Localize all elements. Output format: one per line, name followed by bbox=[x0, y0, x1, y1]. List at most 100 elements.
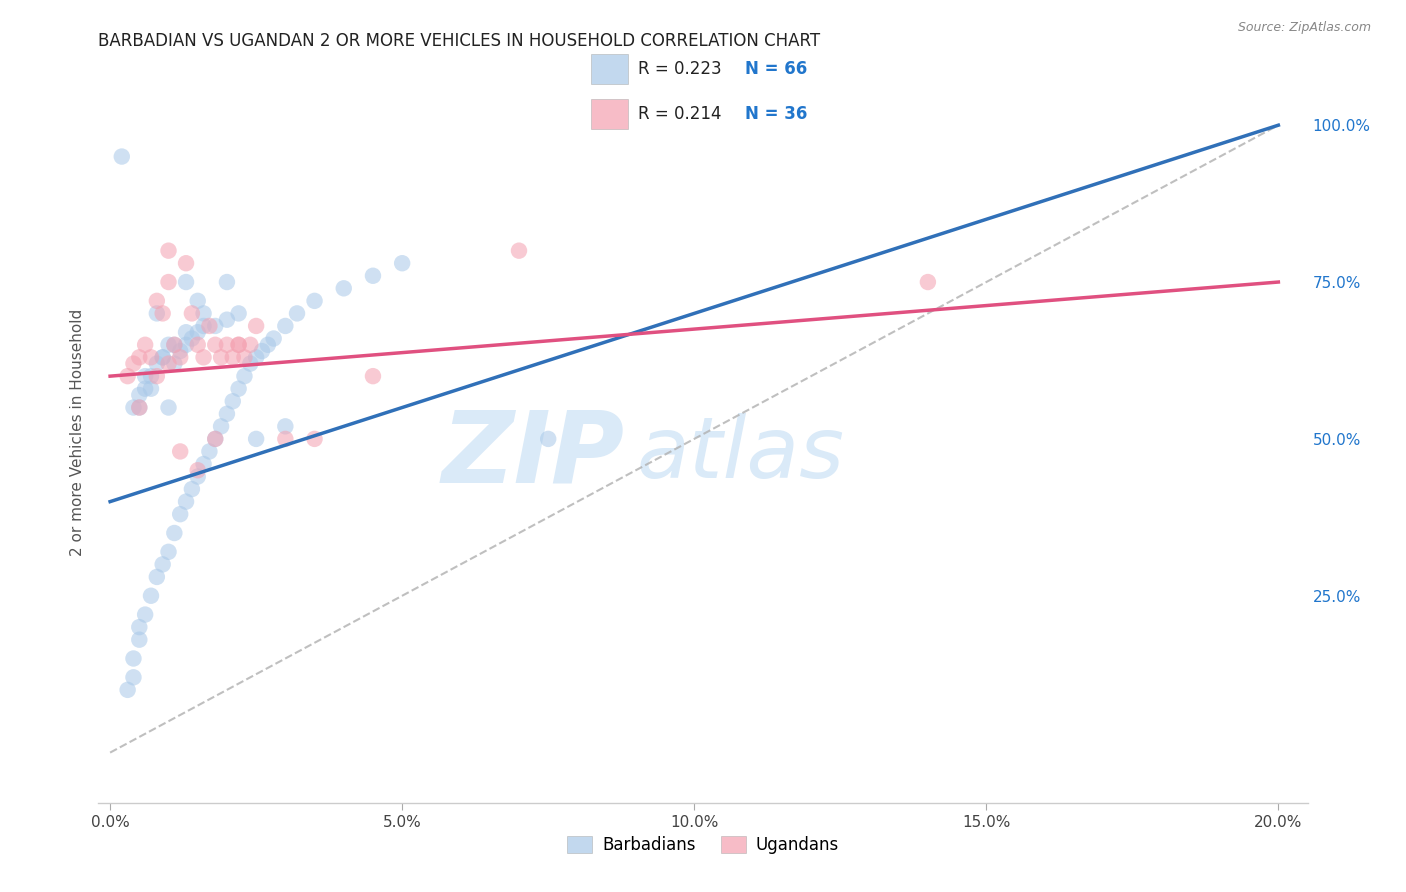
Point bbox=[233, 351, 256, 365]
Point bbox=[157, 357, 180, 371]
Text: N = 36: N = 36 bbox=[745, 105, 807, 123]
Point bbox=[215, 312, 238, 326]
Point bbox=[169, 507, 191, 521]
Point bbox=[187, 463, 209, 477]
Point bbox=[187, 293, 209, 308]
Point bbox=[245, 318, 267, 333]
Point bbox=[128, 620, 150, 634]
Text: R = 0.214: R = 0.214 bbox=[638, 105, 721, 123]
Point bbox=[146, 570, 169, 584]
Text: Source: ZipAtlas.com: Source: ZipAtlas.com bbox=[1237, 21, 1371, 34]
Y-axis label: 2 or more Vehicles in Household: 2 or more Vehicles in Household bbox=[69, 309, 84, 557]
Point bbox=[146, 357, 169, 371]
Point bbox=[139, 382, 162, 396]
Point bbox=[508, 244, 530, 258]
Point bbox=[361, 369, 384, 384]
Point bbox=[274, 419, 297, 434]
Point bbox=[111, 150, 134, 164]
Point bbox=[245, 351, 267, 365]
Point bbox=[274, 318, 297, 333]
Point bbox=[157, 338, 180, 352]
Point bbox=[193, 318, 215, 333]
Point bbox=[222, 351, 245, 365]
Point bbox=[134, 607, 156, 622]
Point bbox=[304, 293, 326, 308]
Point bbox=[128, 401, 150, 415]
Point bbox=[233, 369, 256, 384]
Point bbox=[274, 432, 297, 446]
Point bbox=[152, 558, 174, 572]
Point bbox=[187, 469, 209, 483]
Point bbox=[139, 351, 162, 365]
Point bbox=[117, 369, 139, 384]
Point bbox=[174, 256, 197, 270]
Point bbox=[157, 401, 180, 415]
Point bbox=[228, 338, 250, 352]
Point bbox=[187, 325, 209, 339]
Point bbox=[250, 344, 273, 359]
Point bbox=[134, 369, 156, 384]
Point bbox=[198, 318, 221, 333]
Point bbox=[139, 369, 162, 384]
Text: R = 0.223: R = 0.223 bbox=[638, 60, 721, 78]
Bar bbox=[592, 99, 627, 129]
Point bbox=[169, 351, 191, 365]
Point bbox=[256, 338, 278, 352]
Point bbox=[263, 331, 285, 345]
Point bbox=[174, 338, 197, 352]
Point bbox=[163, 338, 186, 352]
Point bbox=[193, 306, 215, 320]
Point bbox=[193, 457, 215, 471]
Point bbox=[122, 651, 145, 665]
Point bbox=[917, 275, 939, 289]
Point bbox=[163, 526, 186, 541]
Point bbox=[537, 432, 560, 446]
Point bbox=[239, 357, 262, 371]
Point bbox=[204, 318, 226, 333]
Point bbox=[152, 351, 174, 365]
Point bbox=[152, 351, 174, 365]
Point bbox=[215, 407, 238, 421]
Point bbox=[204, 338, 226, 352]
Point bbox=[180, 482, 202, 496]
Point bbox=[209, 419, 232, 434]
Point bbox=[198, 444, 221, 458]
Point bbox=[122, 670, 145, 684]
Text: BARBADIAN VS UGANDAN 2 OR MORE VEHICLES IN HOUSEHOLD CORRELATION CHART: BARBADIAN VS UGANDAN 2 OR MORE VEHICLES … bbox=[98, 32, 821, 50]
Point bbox=[187, 338, 209, 352]
Text: atlas: atlas bbox=[637, 413, 845, 496]
Point bbox=[361, 268, 384, 283]
Point bbox=[285, 306, 308, 320]
Point bbox=[152, 306, 174, 320]
Point bbox=[146, 306, 169, 320]
Point bbox=[157, 275, 180, 289]
Text: N = 66: N = 66 bbox=[745, 60, 807, 78]
Point bbox=[222, 394, 245, 409]
Point bbox=[215, 338, 238, 352]
Point bbox=[128, 401, 150, 415]
Legend: Barbadians, Ugandans: Barbadians, Ugandans bbox=[561, 830, 845, 861]
Point bbox=[117, 682, 139, 697]
Point bbox=[122, 401, 145, 415]
Point bbox=[304, 432, 326, 446]
Point bbox=[228, 306, 250, 320]
Point bbox=[174, 325, 197, 339]
Point bbox=[245, 432, 267, 446]
Point bbox=[391, 256, 413, 270]
Point bbox=[180, 306, 202, 320]
Point bbox=[174, 494, 197, 508]
Point bbox=[174, 275, 197, 289]
Point bbox=[228, 338, 250, 352]
Point bbox=[146, 293, 169, 308]
Point bbox=[157, 244, 180, 258]
Point bbox=[215, 275, 238, 289]
Point bbox=[209, 351, 232, 365]
Point bbox=[163, 338, 186, 352]
Point bbox=[204, 432, 226, 446]
Point bbox=[180, 331, 202, 345]
Point bbox=[134, 338, 156, 352]
Text: ZIP: ZIP bbox=[441, 407, 624, 503]
Point bbox=[169, 444, 191, 458]
Point bbox=[139, 589, 162, 603]
Point bbox=[332, 281, 354, 295]
